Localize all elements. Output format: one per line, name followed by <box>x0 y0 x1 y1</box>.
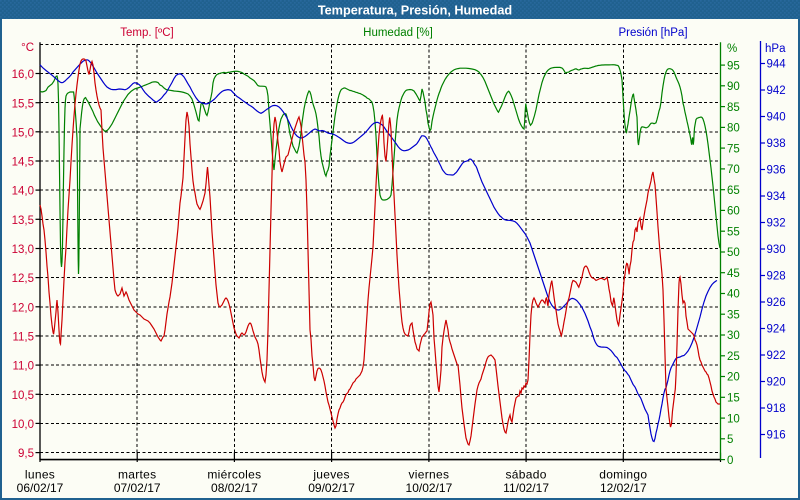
svg-text:06/02/17: 06/02/17 <box>17 481 64 495</box>
svg-text:viernes: viernes <box>409 468 450 482</box>
svg-text:12,5: 12,5 <box>12 273 34 285</box>
svg-text:924: 924 <box>767 324 787 336</box>
svg-text:75: 75 <box>727 143 740 155</box>
svg-text:12,0: 12,0 <box>12 302 34 314</box>
svg-text:14,5: 14,5 <box>12 157 34 169</box>
svg-text:70: 70 <box>727 164 740 176</box>
svg-text:°C: °C <box>21 42 34 54</box>
svg-text:9,5: 9,5 <box>18 448 34 460</box>
svg-text:45: 45 <box>727 268 740 280</box>
svg-text:domingo: domingo <box>599 468 647 482</box>
svg-text:15,5: 15,5 <box>12 98 34 110</box>
svg-text:65: 65 <box>727 185 740 197</box>
svg-text:Presión [hPa]: Presión [hPa] <box>618 27 687 39</box>
svg-text:0: 0 <box>727 455 733 467</box>
svg-text:jueves: jueves <box>312 468 350 482</box>
svg-text:35: 35 <box>727 309 740 321</box>
svg-text:09/02/17: 09/02/17 <box>308 481 355 495</box>
svg-text:Humedad [%]: Humedad [%] <box>363 27 433 39</box>
svg-text:miércoles: miércoles <box>207 468 261 482</box>
svg-text:13,5: 13,5 <box>12 215 34 227</box>
svg-text:12/02/17: 12/02/17 <box>600 481 647 495</box>
svg-text:10/02/17: 10/02/17 <box>406 481 453 495</box>
svg-text:944: 944 <box>767 59 787 71</box>
svg-text:lunes: lunes <box>25 468 55 482</box>
svg-text:942: 942 <box>767 85 786 97</box>
svg-text:926: 926 <box>767 297 786 309</box>
svg-text:11/02/17: 11/02/17 <box>503 481 549 495</box>
svg-text:80: 80 <box>727 123 740 135</box>
svg-text:916: 916 <box>767 430 786 442</box>
svg-text:16,0: 16,0 <box>12 69 34 81</box>
svg-text:50: 50 <box>727 247 740 259</box>
svg-text:922: 922 <box>767 350 786 362</box>
svg-text:%: % <box>727 43 737 55</box>
svg-text:40: 40 <box>727 289 740 301</box>
svg-text:920: 920 <box>767 377 786 389</box>
svg-text:15,0: 15,0 <box>12 127 34 139</box>
svg-text:932: 932 <box>767 218 786 230</box>
svg-text:55: 55 <box>727 226 740 238</box>
svg-text:928: 928 <box>767 271 786 283</box>
svg-text:938: 938 <box>767 138 786 150</box>
svg-text:918: 918 <box>767 403 786 415</box>
svg-text:Temp. [ºC]: Temp. [ºC] <box>120 27 173 39</box>
svg-text:sábado: sábado <box>506 468 547 482</box>
svg-text:10,0: 10,0 <box>12 419 34 431</box>
svg-text:30: 30 <box>727 330 740 342</box>
svg-text:07/02/17: 07/02/17 <box>114 481 161 495</box>
svg-text:940: 940 <box>767 112 786 124</box>
svg-text:11,5: 11,5 <box>12 332 34 344</box>
svg-text:20: 20 <box>727 372 740 384</box>
svg-text:15: 15 <box>727 393 740 405</box>
svg-text:60: 60 <box>727 206 740 218</box>
svg-text:936: 936 <box>767 165 786 177</box>
svg-text:934: 934 <box>767 191 787 203</box>
svg-text:10: 10 <box>727 413 740 425</box>
svg-text:Temperatura, Presión, Humedad: Temperatura, Presión, Humedad <box>318 4 512 18</box>
svg-text:90: 90 <box>727 81 740 93</box>
svg-text:11,0: 11,0 <box>12 361 34 373</box>
svg-text:930: 930 <box>767 244 786 256</box>
svg-text:10,5: 10,5 <box>12 390 34 402</box>
svg-text:25: 25 <box>727 351 740 363</box>
svg-text:martes: martes <box>118 468 156 482</box>
svg-text:5: 5 <box>727 434 733 446</box>
svg-text:14,0: 14,0 <box>12 186 34 198</box>
svg-text:85: 85 <box>727 102 740 114</box>
svg-text:95: 95 <box>727 60 740 72</box>
svg-text:13,0: 13,0 <box>12 244 34 256</box>
svg-text:08/02/17: 08/02/17 <box>211 481 258 495</box>
svg-text:hPa: hPa <box>765 43 786 55</box>
